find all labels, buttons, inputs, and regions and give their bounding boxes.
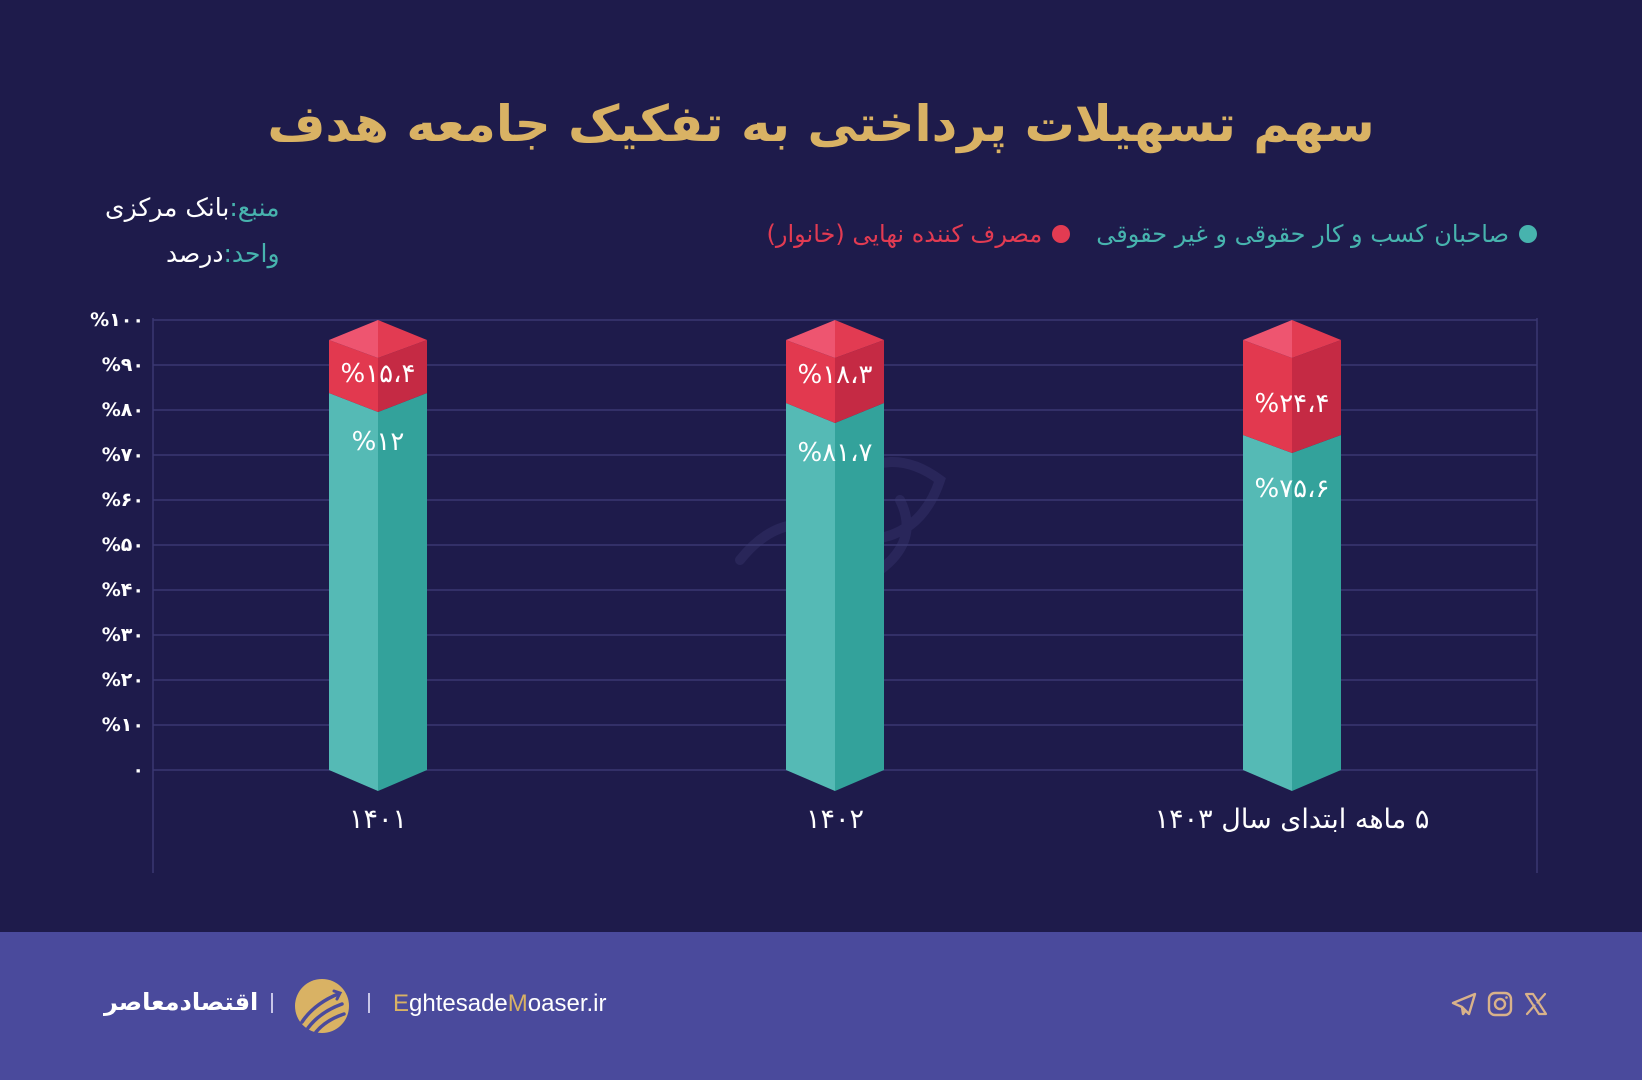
bar-red-label: %۲۴،۴ [1255,389,1330,419]
y-tick: %۶۰ [102,489,144,511]
bar-teal-label: %۸۱،۷ [798,438,873,468]
site-text: E [393,990,410,1017]
x-axis-labels: ۱۴۰۱ ۱۴۰۲ ۵ ماهه ابتدای سال ۱۴۰۳ [349,804,1429,835]
y-tick: %۵۰ [102,534,144,556]
site-text: M [507,990,528,1017]
legend-label: مصرف کننده نهایی (خانوار) [766,220,1043,248]
site-text: oaser.ir [527,990,607,1017]
bar-red-label: %۱۸،۳ [798,360,873,390]
unit-line: واحد:درصد [105,231,280,277]
instagram-icon[interactable] [1486,990,1514,1018]
brand-name-fa: اقتصادمعاصر [104,988,259,1016]
y-tick: %۳۰ [102,624,144,646]
chart-legend: صاحبان کسب و کار حقوقی و غیر حقوقی مصرف … [767,220,1537,248]
legend-label: صاحبان کسب و کار حقوقی و غیر حقوقی [1096,220,1509,248]
x-tick: ۵ ماهه ابتدای سال ۱۴۰۳ [1155,804,1430,835]
legend-dot-red-icon [1052,225,1071,243]
x-tick: ۱۴۰۱ [349,804,407,835]
legend-dot-teal-icon [1519,225,1537,243]
bar-red-label: %۱۵،۴ [341,359,416,389]
bar-teal-label: %۷۵،۶ [1255,474,1330,504]
chart-plot: %۱۰۰ %۹۰ %۸۰ %۷۰ %۶۰ %۵۰ %۴۰ %۳۰ %۲۰ %۱۰… [90,309,1538,873]
separator [271,993,273,1013]
y-tick: %۱۰۰ [90,309,144,331]
y-tick: ۰ [132,759,144,781]
unit-label: واحد: [223,239,280,268]
bar-teal-label: %۱۲ [352,427,405,457]
y-tick: %۷۰ [102,444,144,466]
chart-title: سهم تسهیلات پرداختی به تفکیک جامعه هدف [267,95,1375,153]
y-axis-labels: %۱۰۰ %۹۰ %۸۰ %۷۰ %۶۰ %۵۰ %۴۰ %۳۰ %۲۰ %۱۰… [90,309,144,781]
y-tick: %۸۰ [102,399,144,421]
y-tick: %۱۰ [102,714,144,736]
source-line: منبع:بانک مرکزی [105,185,280,231]
bar-1402[interactable]: %۱۸،۳ %۸۱،۷ [786,320,884,791]
telegram-icon[interactable] [1450,990,1478,1018]
unit-value: درصد [165,239,224,268]
website-link[interactable]: EghtesadeMoaser.ir [393,990,606,1018]
site-text: ghtesade [409,990,508,1017]
chart-meta: منبع:بانک مرکزی واحد:درصد [105,185,280,277]
bar-1403-5months[interactable]: %۲۴،۴ %۷۵،۶ [1243,320,1341,791]
x-tick: ۱۴۰۲ [806,804,864,835]
brand-logo-icon [295,979,349,1034]
bar-1401[interactable]: %۱۵،۴ %۱۲ [329,320,427,791]
source-value: بانک مرکزی [105,193,230,222]
legend-item-household: مصرف کننده نهایی (خانوار) [767,220,1071,248]
separator [368,993,370,1013]
social-links [1450,990,1550,1018]
legend-item-business: صاحبان کسب و کار حقوقی و غیر حقوقی [1096,220,1537,248]
x-twitter-icon[interactable] [1522,990,1550,1018]
y-tick: %۴۰ [102,579,144,601]
source-label: منبع: [229,193,280,222]
y-tick: %۹۰ [102,354,144,376]
footer [0,932,1642,1080]
y-tick: %۲۰ [102,669,144,691]
